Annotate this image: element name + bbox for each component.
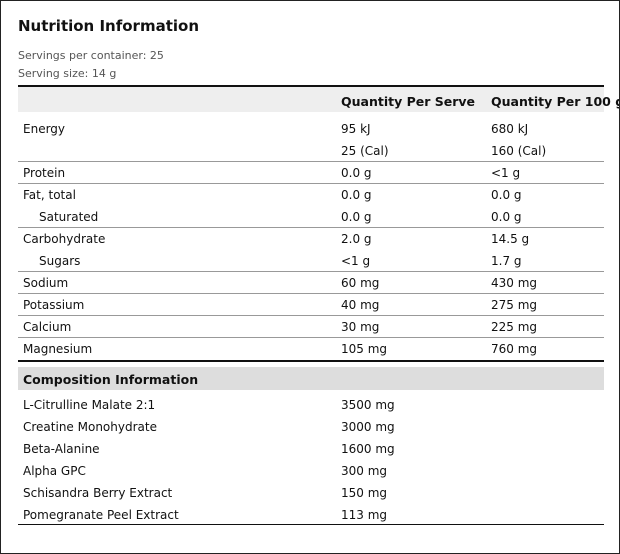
- servings-per-container: Servings per container: 25: [18, 49, 164, 62]
- table-header-band: [18, 87, 604, 112]
- row-label: Energy: [23, 122, 66, 136]
- column-header-per-serve: Quantity Per Serve: [341, 94, 476, 109]
- ingredient-name: Pomegranate Peel Extract: [23, 508, 179, 522]
- per-serve-value: 60 mg: [341, 276, 380, 290]
- ingredient-amount: 113 mg: [341, 508, 388, 522]
- table-top-rule: [18, 85, 604, 87]
- per-serve-value: 0.0 g: [341, 166, 372, 180]
- table-row-magnesium: Magnesium 105 mg 760 mg: [18, 338, 604, 360]
- ingredient-name: Beta-Alanine: [23, 442, 100, 456]
- column-header-per-100g: Quantity Per 100 g: [491, 94, 620, 109]
- row-label: Potassium: [23, 298, 85, 312]
- ingredient-name: Alpha GPC: [23, 464, 86, 478]
- per-serve-value: 40 mg: [341, 298, 380, 312]
- per-100g-value: 160 (Cal): [491, 144, 547, 158]
- per-serve-value: 2.0 g: [341, 232, 372, 246]
- per-100g-value: 680 kJ: [491, 122, 529, 136]
- ingredient-amount: 300 mg: [341, 464, 388, 478]
- ingredient-name: L-Citrulline Malate 2:1: [23, 398, 156, 412]
- table-divider-rule: [18, 360, 604, 362]
- row-label-sub: Saturated: [39, 210, 99, 224]
- row-label: Carbohydrate: [23, 232, 106, 246]
- composition-title: Composition Information: [23, 372, 199, 387]
- table-row-protein: Protein 0.0 g <1 g: [18, 162, 604, 184]
- row-label: Magnesium: [23, 342, 93, 356]
- row-label: Fat, total: [23, 188, 76, 202]
- per-serve-value: 95 kJ: [341, 122, 371, 136]
- per-serve-value: 0.0 g: [341, 210, 372, 224]
- ingredient-amount: 3000 mg: [341, 420, 395, 434]
- per-serve-value: 0.0 g: [341, 188, 372, 202]
- per-100g-value: 1.7 g: [491, 254, 522, 268]
- composition-row: Creatine Monohydrate 3000 mg: [18, 416, 604, 438]
- row-label: Calcium: [23, 320, 72, 334]
- composition-row: Schisandra Berry Extract 150 mg: [18, 482, 604, 504]
- per-100g-value: <1 g: [491, 166, 521, 180]
- per-100g-value: 14.5 g: [491, 232, 530, 246]
- table-row-carbohydrate: Carbohydrate 2.0 g 14.5 g Sugars <1 g 1.…: [18, 228, 604, 272]
- composition-row: Pomegranate Peel Extract 113 mg: [18, 504, 604, 526]
- table-row-potassium: Potassium 40 mg 275 mg: [18, 294, 604, 316]
- per-100g-value: 430 mg: [491, 276, 538, 290]
- table-row-sodium: Sodium 60 mg 430 mg: [18, 272, 604, 294]
- ingredient-name: Schisandra Berry Extract: [23, 486, 173, 500]
- per-serve-value: <1 g: [341, 254, 371, 268]
- row-label: Protein: [23, 166, 66, 180]
- table-row-calcium: Calcium 30 mg 225 mg: [18, 316, 604, 338]
- ingredient-amount: 3500 mg: [341, 398, 395, 412]
- panel-title: Nutrition Information: [18, 17, 199, 35]
- per-100g-value: 760 mg: [491, 342, 538, 356]
- row-label-sub: Sugars: [39, 254, 81, 268]
- table-bottom-rule: [18, 524, 604, 525]
- per-100g-value: 275 mg: [491, 298, 538, 312]
- row-label: Sodium: [23, 276, 69, 290]
- per-100g-value: 0.0 g: [491, 188, 522, 202]
- composition-header-band: [18, 367, 604, 390]
- ingredient-name: Creatine Monohydrate: [23, 420, 157, 434]
- per-serve-value: 25 (Cal): [341, 144, 389, 158]
- per-100g-value: 225 mg: [491, 320, 538, 334]
- per-serve-value: 30 mg: [341, 320, 380, 334]
- composition-row: Beta-Alanine 1600 mg: [18, 438, 604, 460]
- table-row-fat: Fat, total 0.0 g 0.0 g Saturated 0.0 g 0…: [18, 184, 604, 228]
- composition-row: Alpha GPC 300 mg: [18, 460, 604, 482]
- composition-row: L-Citrulline Malate 2:1 3500 mg: [18, 394, 604, 416]
- per-serve-value: 105 mg: [341, 342, 388, 356]
- serving-size: Serving size: 14 g: [18, 67, 117, 80]
- table-row-energy: Energy 95 kJ 680 kJ 25 (Cal) 160 (Cal): [18, 117, 604, 162]
- ingredient-amount: 150 mg: [341, 486, 388, 500]
- per-100g-value: 0.0 g: [491, 210, 522, 224]
- ingredient-amount: 1600 mg: [341, 442, 395, 456]
